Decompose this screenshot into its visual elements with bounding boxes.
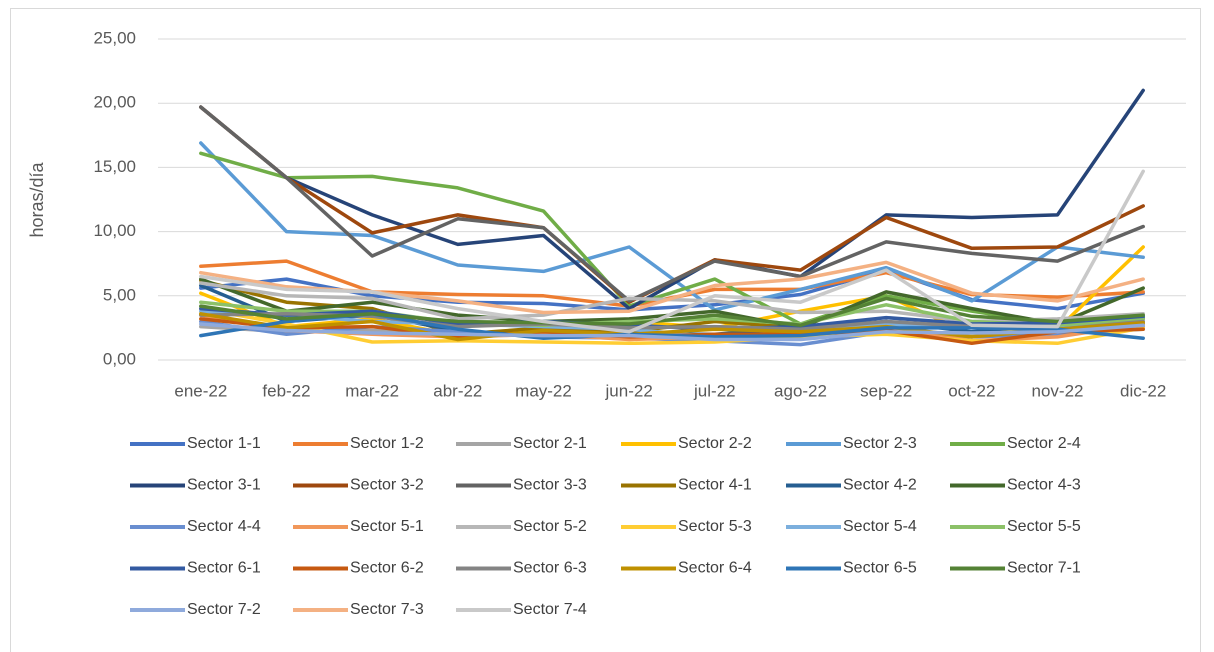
series-line <box>199 105 1145 303</box>
series-line <box>199 312 1145 342</box>
legend-label: Sector 2-1 <box>513 435 587 452</box>
legend-label: Sector 5-4 <box>843 518 917 535</box>
y-tick-label: 10,00 <box>93 221 136 240</box>
legend-label: Sector 6-4 <box>678 560 752 577</box>
x-tick-label: jun-22 <box>605 381 653 400</box>
x-tick-label: may-22 <box>515 381 572 400</box>
y-tick-label: 5,00 <box>103 285 136 304</box>
legend-label: Sector 3-1 <box>187 477 261 494</box>
x-tick-label: feb-22 <box>262 381 310 400</box>
legend-label: Sector 3-3 <box>513 477 587 494</box>
x-tick-label: oct-22 <box>948 381 995 400</box>
legend-label: Sector 5-1 <box>350 518 424 535</box>
x-tick-label: mar-22 <box>345 381 399 400</box>
legend-label: Sector 6-2 <box>350 560 424 577</box>
x-tick-label: abr-22 <box>433 381 482 400</box>
legend-label: Sector 5-2 <box>513 518 587 535</box>
series-line <box>199 88 1145 311</box>
series-line <box>199 296 1145 328</box>
legend-label: Sector 6-3 <box>513 560 587 577</box>
y-tick-label: 20,00 <box>93 93 136 112</box>
legend-label: Sector 4-1 <box>678 477 752 494</box>
legend-label: Sector 7-1 <box>1007 560 1081 577</box>
legend: Sector 1-1 Sector 1-2 Sector 2-1 Sector 2-2… <box>130 435 1081 618</box>
legend-label: Sector 5-3 <box>678 518 752 535</box>
legend-label: Sector 2-4 <box>1007 435 1081 452</box>
y-tick-label: 25,00 <box>93 28 136 47</box>
legend-label: Sector 2-3 <box>843 435 917 452</box>
legend-label: Sector 4-4 <box>187 518 261 535</box>
legend-label: Sector 1-2 <box>350 435 424 452</box>
x-tick-label: jul-22 <box>693 381 736 400</box>
legend-label: Sector 7-4 <box>513 601 587 618</box>
series-line <box>199 151 1145 326</box>
x-tick-label: sep-22 <box>860 381 912 400</box>
series-line <box>199 322 1145 342</box>
x-tick-label: ago-22 <box>774 381 827 400</box>
legend-label: Sector 3-2 <box>350 477 424 494</box>
legend-label: Sector 4-3 <box>1007 477 1081 494</box>
legend-label: Sector 6-1 <box>187 560 261 577</box>
y-axis-title: horas/día <box>27 161 47 237</box>
x-tick-label: nov-22 <box>1032 381 1084 400</box>
legend-label: Sector 1-1 <box>187 435 261 452</box>
legend-label: Sector 7-2 <box>187 601 261 618</box>
legend-label: Sector 4-2 <box>843 477 917 494</box>
legend-label: Sector 2-2 <box>678 435 752 452</box>
series-line <box>199 169 1145 334</box>
legend-label: Sector 5-5 <box>1007 518 1081 535</box>
legend-label: Sector 7-3 <box>350 601 424 618</box>
x-tick-label: dic-22 <box>1120 381 1166 400</box>
legend-label: Sector 6-5 <box>843 560 917 577</box>
y-tick-label: 15,00 <box>93 157 136 176</box>
x-tick-label: ene-22 <box>174 381 227 400</box>
series-line <box>199 141 1145 312</box>
y-tick-label: 0,00 <box>103 349 136 368</box>
